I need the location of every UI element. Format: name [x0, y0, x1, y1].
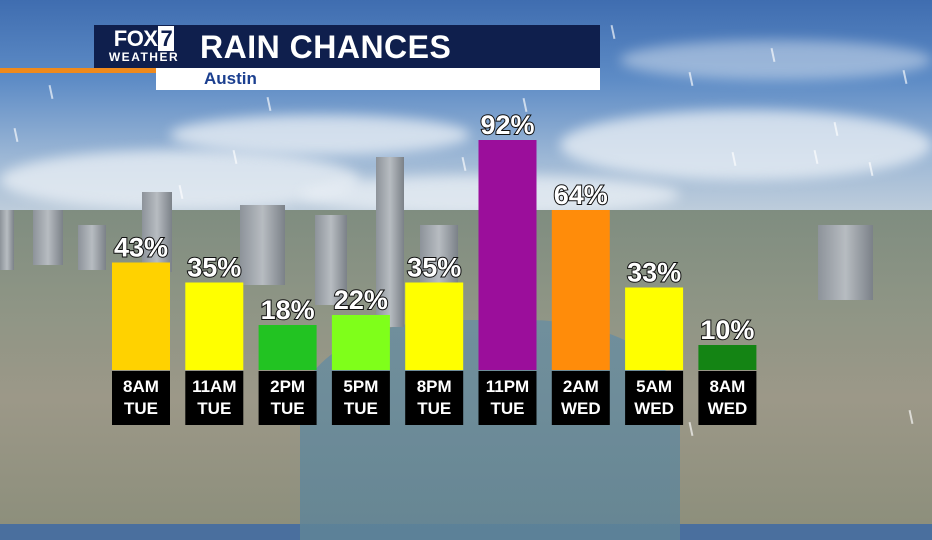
time-label-box-7: [625, 371, 684, 425]
bar-value-label-5: 92%: [480, 110, 534, 140]
time-label-6-line-0: 2AM: [563, 377, 599, 396]
time-label-1-line-0: 11AM: [192, 377, 236, 396]
time-label-4-line-1: TUE: [417, 399, 451, 418]
location-subtitle: Austin: [204, 69, 257, 88]
time-label-box-2: [258, 371, 317, 425]
time-label-box-4: [405, 371, 464, 425]
time-label-box-6: [551, 371, 610, 425]
header-bar: [94, 25, 600, 68]
time-label-0-line-0: 8AM: [123, 377, 159, 396]
bar-0: [112, 262, 170, 370]
time-label-1-line-1: TUE: [197, 399, 231, 418]
bar-value-label-4: 35%: [407, 253, 461, 283]
bar-value-label-7: 33%: [627, 258, 681, 288]
time-label-5-line-1: TUE: [491, 399, 525, 418]
bar-value-label-1: 35%: [187, 253, 241, 283]
time-label-box-8: [698, 371, 757, 425]
bar-value-label-2: 18%: [261, 295, 315, 325]
time-label-8-line-0: 8AM: [709, 377, 745, 396]
bar-value-label-8: 10%: [700, 315, 754, 345]
bar-5: [478, 140, 537, 370]
time-label-3-line-1: TUE: [344, 399, 378, 418]
time-label-7-line-0: 5AM: [636, 377, 672, 396]
time-label-2-line-1: TUE: [271, 399, 305, 418]
subtitle-bar: [156, 68, 600, 90]
rain-chance-bar-chart: 43% 8AM TUE 35% 11AM TUE 18% 2PM TUE 22% 5PM TUE 35%…: [112, 109, 757, 425]
chart-title: RAIN CHANCES: [200, 29, 452, 65]
time-label-box-3: [331, 371, 390, 425]
time-label-7-line-1: WED: [634, 399, 674, 418]
bar-2: [258, 325, 317, 370]
bar-value-label-0: 43%: [114, 233, 168, 263]
time-label-3-line-0: 5PM: [343, 377, 378, 396]
bar-value-label-6: 64%: [554, 180, 608, 210]
bar-8: [698, 345, 757, 370]
bar-3: [331, 315, 390, 370]
time-label-2-line-0: 2PM: [270, 377, 305, 396]
time-label-0-line-1: TUE: [124, 399, 158, 418]
time-label-6-line-1: WED: [561, 399, 601, 418]
bar-1: [185, 282, 244, 370]
time-label-4-line-0: 8PM: [417, 377, 452, 396]
time-label-8-line-1: WED: [708, 399, 748, 418]
bar-7: [625, 287, 684, 370]
time-label-5-line-0: 11PM: [486, 377, 529, 396]
bar-4: [405, 282, 464, 370]
time-label-box-0: [112, 371, 170, 425]
bar-6: [551, 210, 610, 370]
time-label-box-5: [478, 371, 537, 425]
time-label-box-1: [185, 371, 244, 425]
bar-value-label-3: 22%: [334, 285, 388, 315]
station-logo: FOX 7 WEATHER: [108, 26, 180, 64]
